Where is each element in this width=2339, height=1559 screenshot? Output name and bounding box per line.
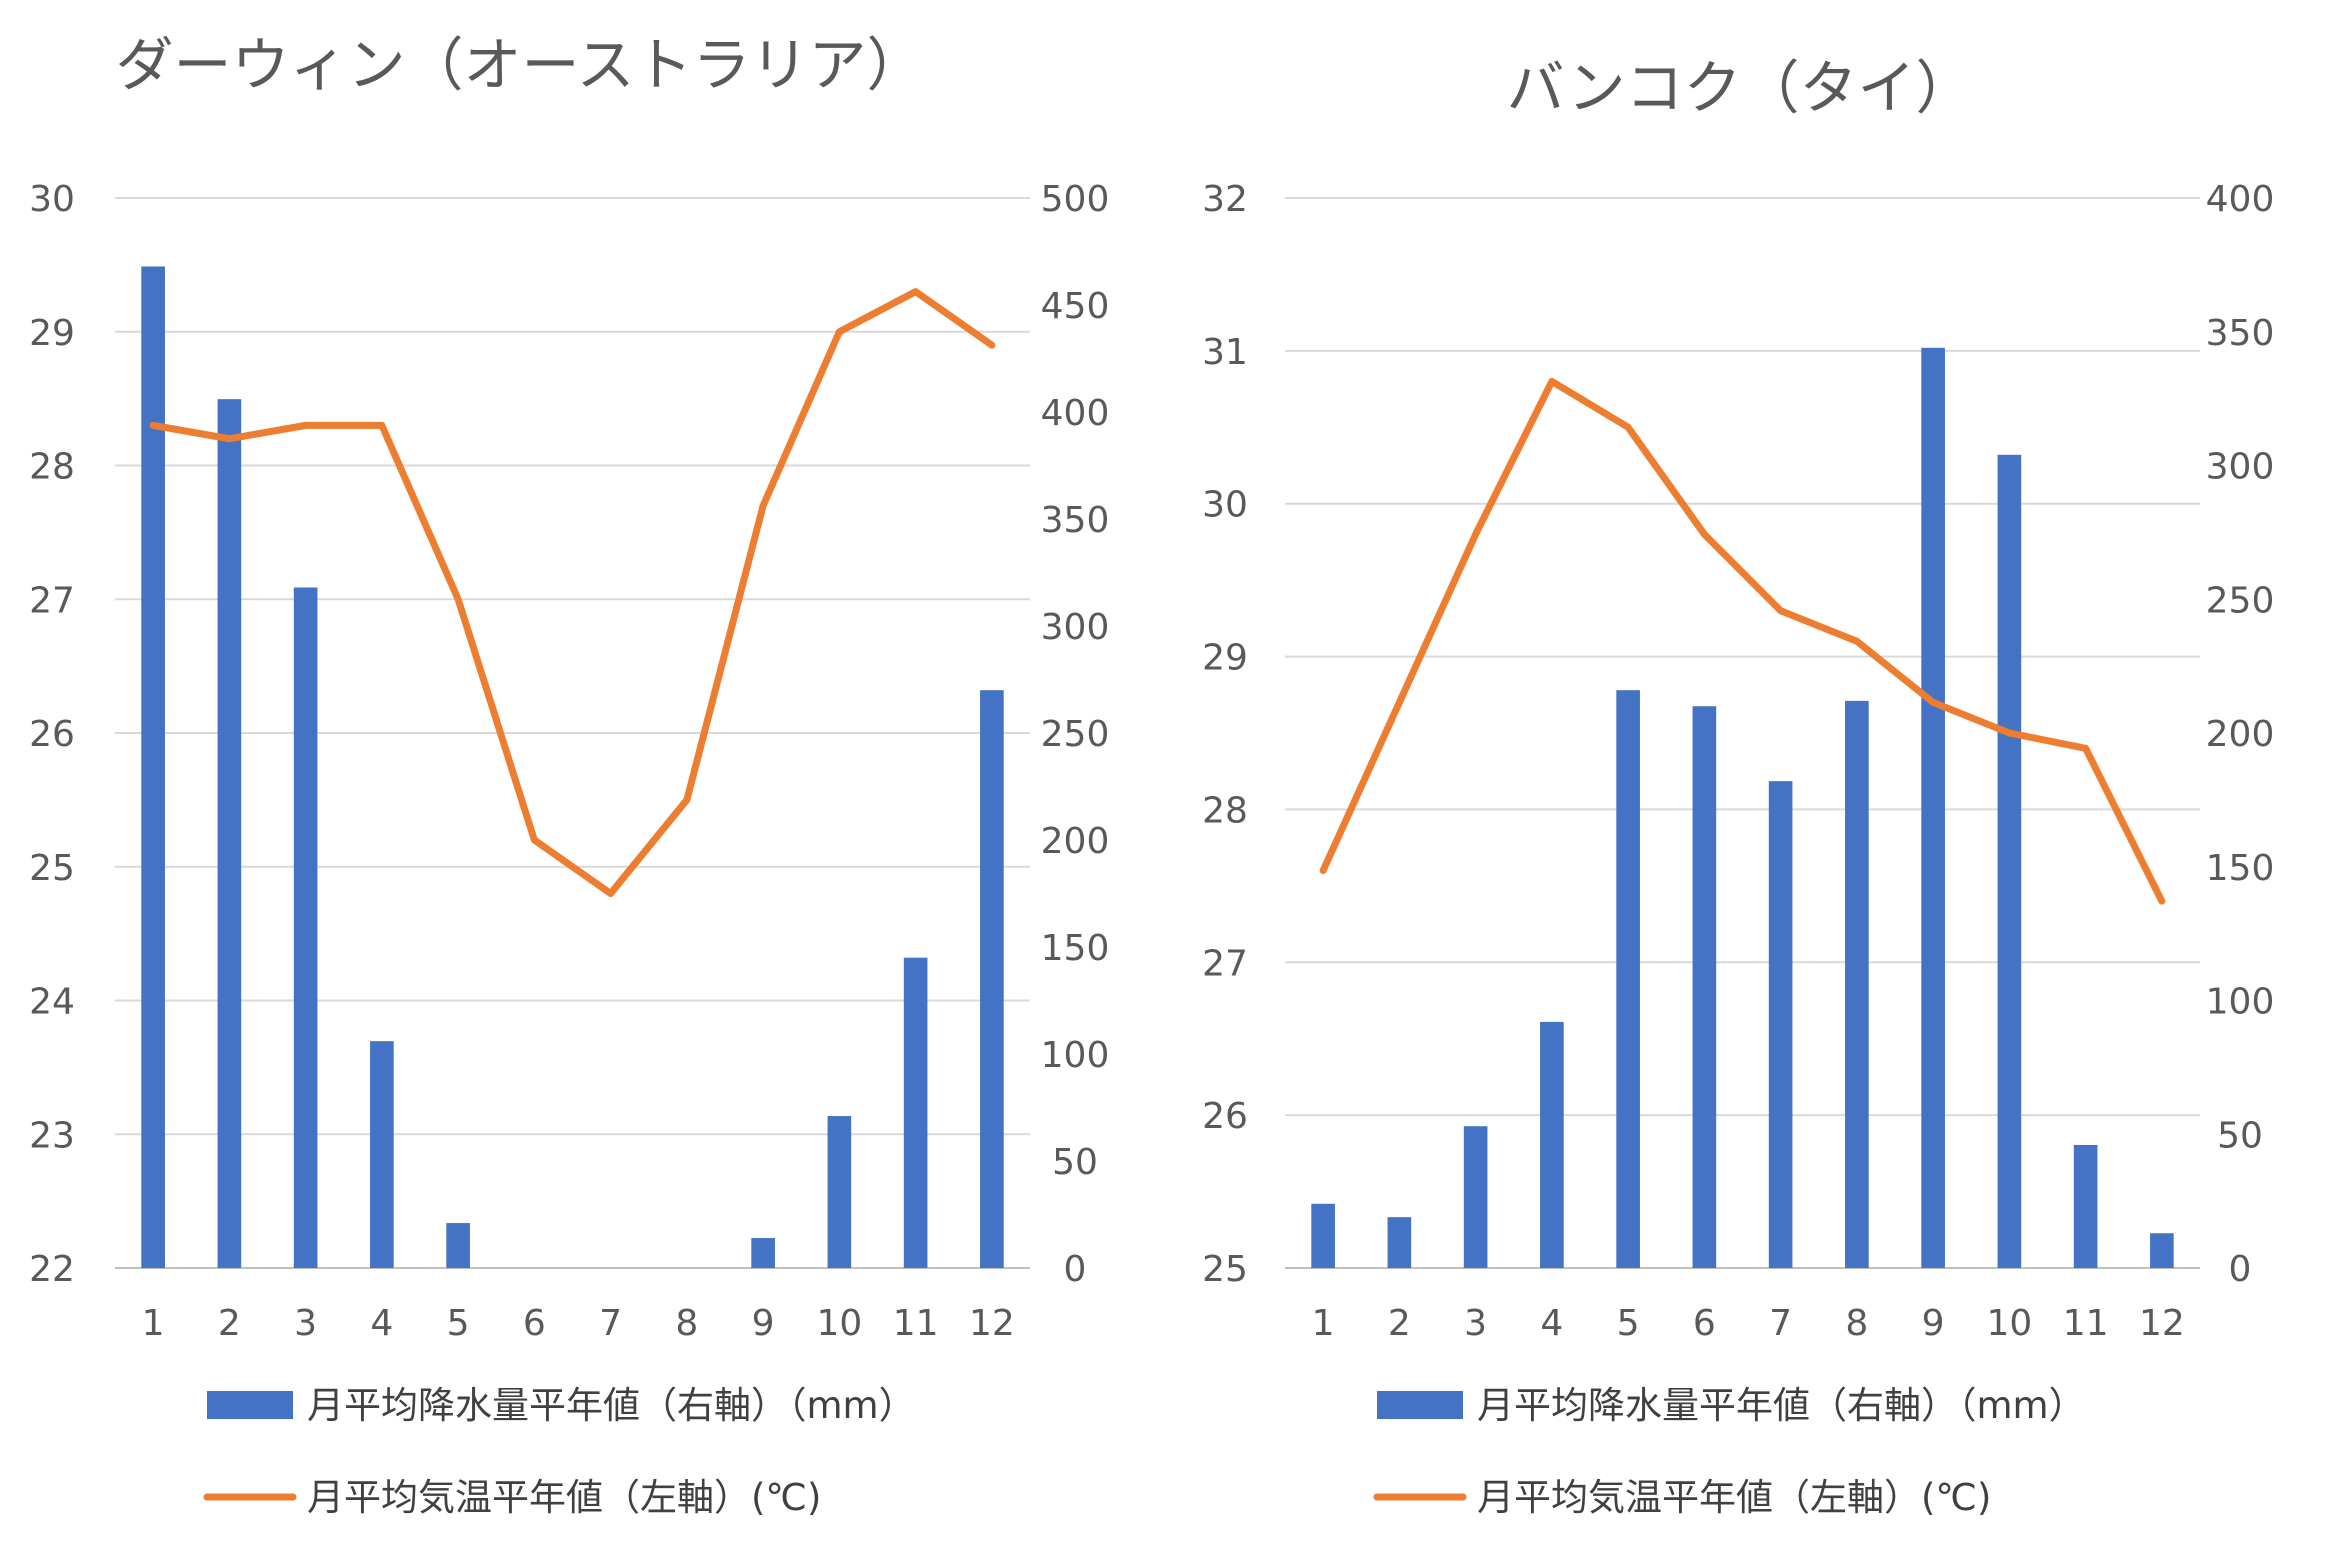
- left-axis-tick-label: 31: [1202, 332, 1248, 373]
- x-axis-tick-label: 5: [1617, 1303, 1640, 1344]
- x-axis-tick-label: 10: [1986, 1303, 2032, 1344]
- precipitation-bar: [751, 1238, 775, 1268]
- right-axis-tick-label: 300: [2206, 447, 2275, 488]
- x-axis-tick-label: 9: [1922, 1303, 1945, 1344]
- precipitation-bar: [217, 399, 242, 1268]
- x-axis-tick-label: 4: [370, 1303, 393, 1344]
- precipitation-bar: [293, 587, 318, 1268]
- x-axis-tick-label: 3: [294, 1303, 317, 1344]
- right-axis-tick-label: 250: [2206, 580, 2275, 621]
- x-axis-tick-label: 8: [675, 1303, 698, 1344]
- chart-title: ダーウィン（オーストラリア）: [115, 31, 924, 99]
- precipitation-bar: [1692, 706, 1717, 1268]
- temperature-line: [149, 288, 996, 897]
- right-axis-tick-label: 150: [1041, 928, 1110, 969]
- x-axis-tick-label: 2: [1388, 1303, 1411, 1344]
- precipitation-bar: [2073, 1144, 2098, 1268]
- precipitation-bar: [1997, 454, 2022, 1268]
- temperature-line: [1319, 377, 2166, 905]
- left-axis-tick-label: 26: [1202, 1096, 1248, 1137]
- precipitation-bar: [1616, 690, 1640, 1268]
- x-axis-tick-label: 3: [1464, 1303, 1487, 1344]
- right-axis-tick-label: 300: [1041, 607, 1110, 648]
- precipitation-bar: [1463, 1126, 1488, 1268]
- chart-title: バンコク（タイ）: [1507, 54, 1974, 122]
- x-axis-tick-label: 4: [1540, 1303, 1563, 1344]
- left-axis-tick-label: 22: [29, 1249, 75, 1290]
- left-axis-tick-label: 30: [1202, 485, 1248, 526]
- right-axis-tick-label: 100: [2206, 982, 2275, 1023]
- left-axis-tick-label: 26: [29, 714, 75, 755]
- precipitation-bar: [370, 1041, 394, 1268]
- left-axis-tick-label: 27: [1202, 943, 1248, 984]
- x-axis-tick-label: 6: [523, 1303, 546, 1344]
- right-axis-tick-label: 500: [1041, 179, 1110, 220]
- precipitation-bar: [141, 266, 165, 1269]
- right-axis-tick-label: 100: [1041, 1035, 1110, 1076]
- x-axis-tick-label: 11: [2063, 1303, 2109, 1344]
- left-axis-tick-label: 25: [1202, 1249, 1248, 1290]
- left-axis-tick-label: 27: [29, 580, 75, 621]
- legend-bar-swatch: [207, 1391, 293, 1419]
- precipitation-bar: [1311, 1203, 1335, 1268]
- chart-1: ダーウィン（オーストラリア）22232425262728293005010015…: [29, 31, 1109, 1519]
- right-axis-tick-label: 350: [1041, 500, 1110, 541]
- precipitation-bar: [1921, 347, 1945, 1268]
- x-axis-tick-label: 8: [1845, 1303, 1868, 1344]
- x-axis-tick-label: 1: [1312, 1303, 1335, 1344]
- legend-label-precipitation: 月平均降水量平年値（右軸）（mm）: [307, 1384, 916, 1427]
- x-axis-tick-label: 1: [142, 1303, 165, 1344]
- right-axis-tick-label: 50: [2217, 1115, 2263, 1156]
- precipitation-bar: [1540, 1021, 1564, 1268]
- right-axis-tick-label: 0: [2229, 1249, 2252, 1290]
- legend-label-temperature: 月平均気温平年値（左軸）(℃): [1477, 1476, 1991, 1519]
- precipitation-bar: [1768, 781, 1793, 1268]
- left-axis-tick-label: 24: [29, 982, 75, 1023]
- chart-2: バンコク（タイ）25262728293031320501001502002503…: [1202, 54, 2274, 1519]
- right-axis-tick-label: 150: [2206, 848, 2275, 889]
- precipitation-bar: [446, 1223, 470, 1268]
- right-axis-tick-label: 50: [1052, 1142, 1098, 1183]
- precipitation-bar: [903, 957, 928, 1268]
- right-axis-tick-label: 0: [1064, 1249, 1087, 1290]
- right-axis-tick-label: 350: [2206, 313, 2275, 354]
- precipitation-bar: [827, 1116, 852, 1268]
- x-axis-tick-label: 10: [816, 1303, 862, 1344]
- left-axis-tick-label: 28: [29, 447, 75, 488]
- left-axis-tick-label: 29: [29, 313, 75, 354]
- x-axis-tick-label: 12: [969, 1303, 1015, 1344]
- x-axis-tick-label: 5: [447, 1303, 470, 1344]
- x-axis-tick-label: 6: [1693, 1303, 1716, 1344]
- legend-label-precipitation: 月平均降水量平年値（右軸）（mm）: [1477, 1384, 2086, 1427]
- left-axis-tick-label: 30: [29, 179, 75, 220]
- right-axis-tick-label: 400: [1041, 393, 1110, 434]
- right-axis-tick-label: 200: [2206, 714, 2275, 755]
- x-axis-tick-label: 2: [218, 1303, 241, 1344]
- legend-label-temperature: 月平均気温平年値（左軸）(℃): [307, 1476, 821, 1519]
- left-axis-tick-label: 32: [1202, 179, 1248, 220]
- precipitation-bar: [1845, 700, 1869, 1268]
- precipitation-bar: [980, 690, 1004, 1268]
- left-axis-tick-label: 23: [29, 1115, 75, 1156]
- right-axis-tick-label: 250: [1041, 714, 1110, 755]
- right-axis-tick-label: 200: [1041, 821, 1110, 862]
- x-axis-tick-label: 7: [599, 1303, 622, 1344]
- x-axis-tick-label: 12: [2139, 1303, 2185, 1344]
- precipitation-bar: [2150, 1233, 2174, 1268]
- legend-bar-swatch: [1377, 1391, 1463, 1419]
- x-axis-tick-label: 7: [1769, 1303, 1792, 1344]
- left-axis-tick-label: 29: [1202, 638, 1248, 679]
- x-axis-tick-label: 9: [752, 1303, 775, 1344]
- x-axis-tick-label: 11: [893, 1303, 939, 1344]
- right-axis-tick-label: 400: [2206, 179, 2275, 220]
- left-axis-tick-label: 25: [29, 848, 75, 889]
- precipitation-bar: [1387, 1217, 1412, 1268]
- right-axis-tick-label: 450: [1041, 286, 1110, 327]
- left-axis-tick-label: 28: [1202, 790, 1248, 831]
